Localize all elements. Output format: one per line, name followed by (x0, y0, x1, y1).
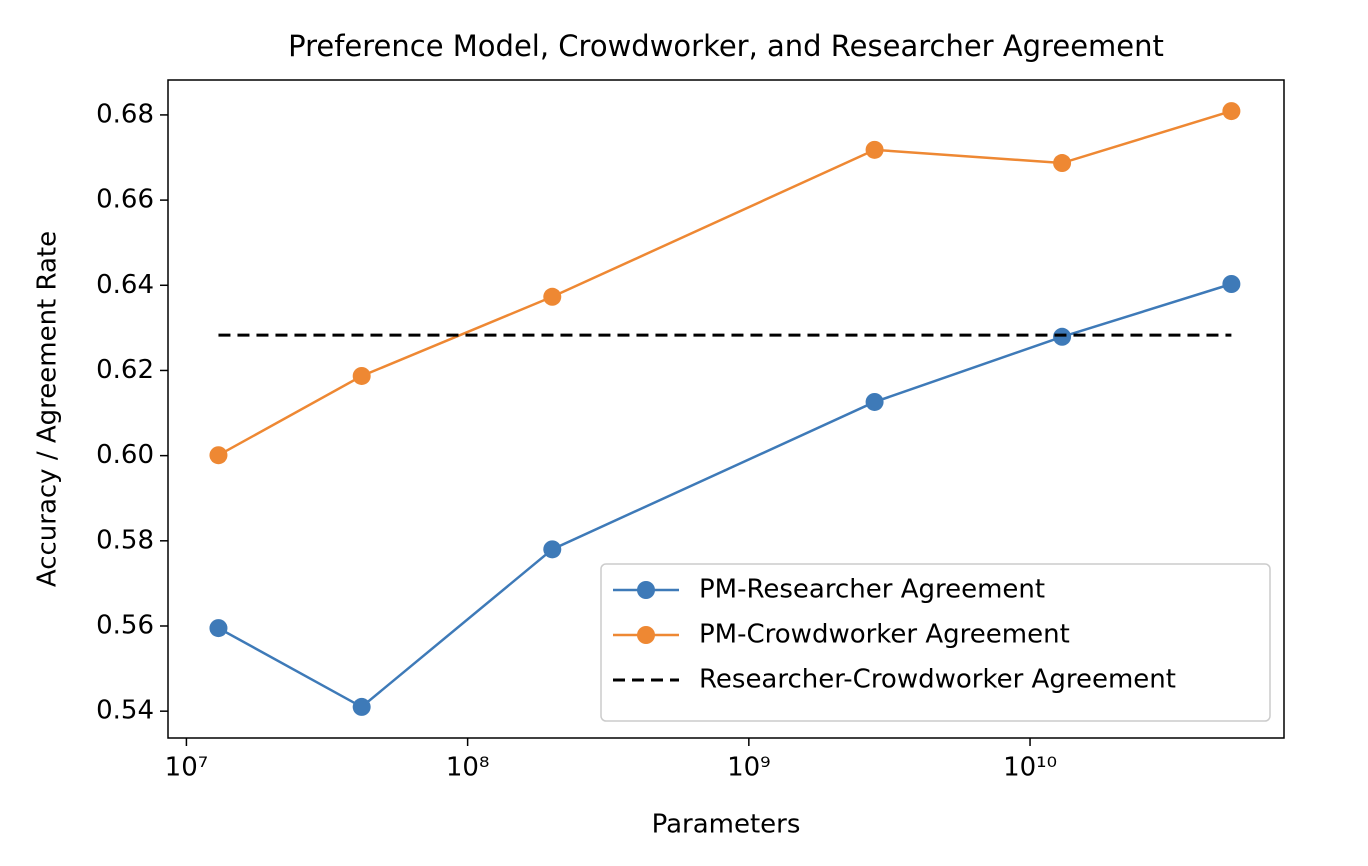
data-point (1222, 275, 1241, 294)
legend-label: PM-Crowdworker Agreement (699, 620, 1070, 650)
legend-box (600, 563, 1271, 722)
y-tick-label: 0.64 (96, 270, 154, 300)
y-tick-label: 0.56 (96, 610, 154, 640)
y-axis-label: Accuracy / Agreement Rate (33, 231, 63, 587)
y-tick-label: 0.68 (96, 99, 154, 129)
data-point (352, 366, 371, 385)
x-axis-label: Parameters (652, 810, 801, 840)
x-tick-label: 10⁷ (165, 753, 209, 783)
data-point (1222, 102, 1241, 121)
y-tick-label: 0.62 (96, 355, 154, 385)
legend-label: PM-Researcher Agreement (699, 575, 1045, 605)
chart-title: Preference Model, Crowdworker, and Resea… (288, 29, 1164, 63)
y-tick-label: 0.58 (96, 525, 154, 555)
x-tick-label: 10⁸ (446, 753, 490, 783)
y-tick-label: 0.54 (96, 696, 154, 726)
y-tick-label: 0.66 (96, 185, 154, 215)
data-point (865, 140, 884, 159)
legend-marker (637, 626, 655, 644)
data-point (1053, 327, 1072, 346)
legend-label: Researcher-Crowdworker Agreement (699, 665, 1176, 695)
data-point (1053, 154, 1072, 173)
series-line (217, 109, 1232, 457)
data-point (543, 540, 562, 559)
series-line (217, 282, 1232, 709)
data-point (209, 446, 228, 465)
plot-frame (167, 79, 1285, 739)
x-tick-label: 10¹⁰ (1003, 753, 1057, 783)
y-tick-label: 0.60 (96, 440, 154, 470)
data-point (865, 392, 884, 411)
legend-marker (637, 581, 655, 599)
x-tick-label: 10⁹ (727, 753, 771, 783)
data-point (352, 697, 371, 716)
data-point (209, 619, 228, 638)
data-point (543, 287, 562, 306)
